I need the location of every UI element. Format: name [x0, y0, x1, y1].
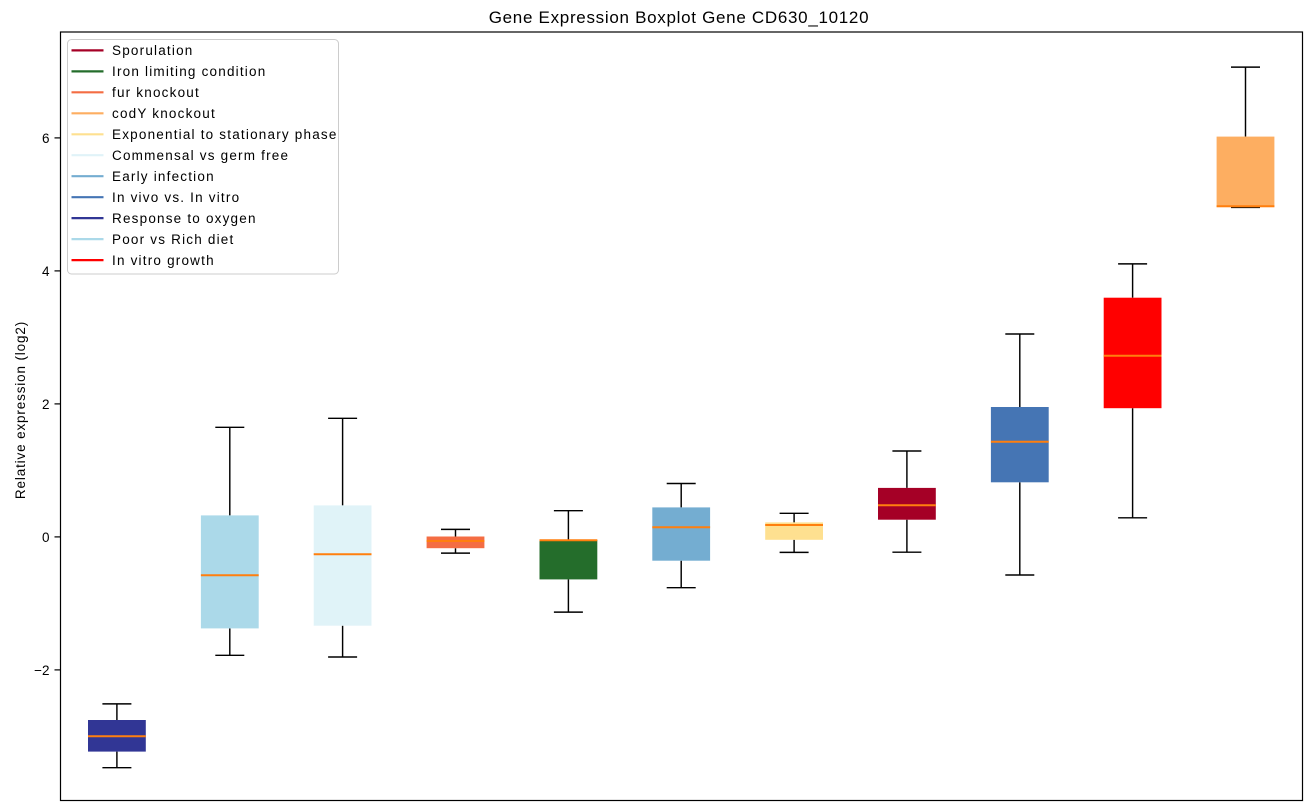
svg-text:Response to oxygen: Response to oxygen — [112, 211, 257, 226]
svg-text:0: 0 — [42, 530, 50, 545]
svg-text:6: 6 — [42, 131, 50, 146]
svg-text:−2: −2 — [34, 663, 49, 678]
svg-text:fur knockout: fur knockout — [112, 85, 200, 100]
svg-text:4: 4 — [42, 264, 50, 279]
svg-text:In vitro growth: In vitro growth — [112, 253, 215, 268]
svg-text:Commensal vs germ free: Commensal vs germ free — [112, 148, 289, 163]
svg-text:Exponential to stationary phas: Exponential to stationary phase — [112, 127, 338, 142]
svg-text:Sporulation: Sporulation — [112, 43, 194, 58]
svg-text:Poor vs Rich diet: Poor vs Rich diet — [112, 232, 234, 247]
svg-text:codY knockout: codY knockout — [112, 106, 216, 121]
svg-text:Early infection: Early infection — [112, 169, 215, 184]
svg-text:In vivo vs. In vitro: In vivo vs. In vitro — [112, 190, 240, 205]
svg-text:2: 2 — [42, 397, 50, 412]
svg-text:Relative expression (log2): Relative expression (log2) — [13, 321, 28, 499]
svg-text:Gene Expression Boxplot Gene C: Gene Expression Boxplot Gene CD630_10120 — [489, 8, 870, 27]
svg-text:Iron limiting condition: Iron limiting condition — [112, 64, 266, 79]
